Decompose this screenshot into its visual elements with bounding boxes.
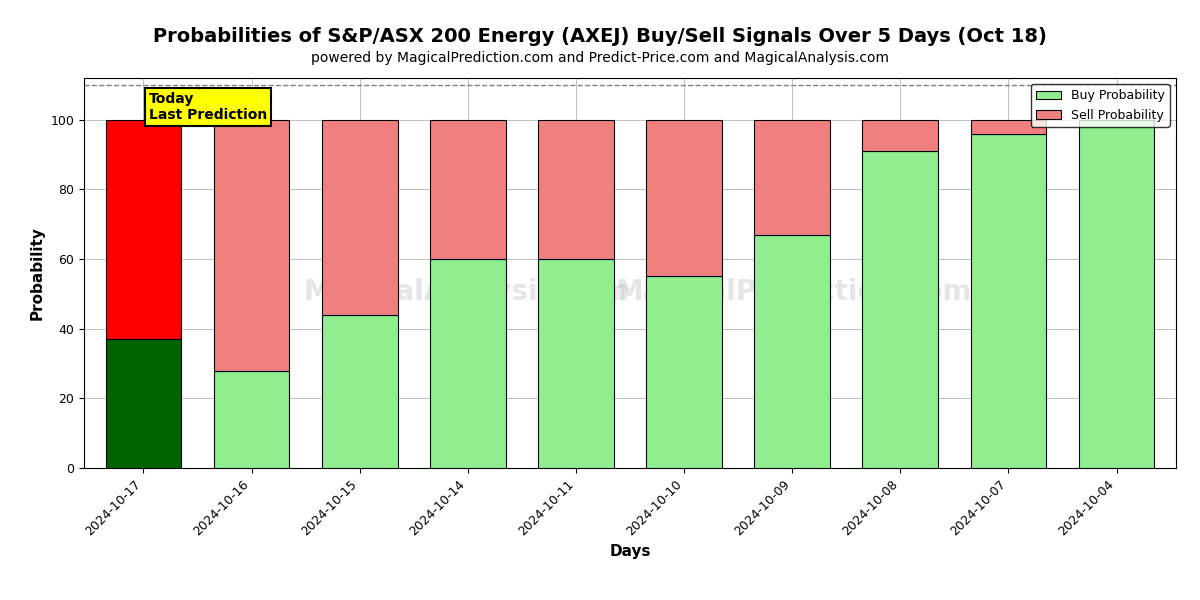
Text: MagicalAnalysis.com: MagicalAnalysis.com xyxy=(304,278,629,307)
Bar xyxy=(971,134,1046,468)
Bar xyxy=(755,235,830,468)
Text: MagicalPrediction.com: MagicalPrediction.com xyxy=(616,278,972,307)
Legend: Buy Probability, Sell Probability: Buy Probability, Sell Probability xyxy=(1031,84,1170,127)
Bar xyxy=(214,120,289,371)
Bar xyxy=(106,339,181,468)
Bar xyxy=(430,259,505,468)
Bar xyxy=(863,120,938,151)
Bar xyxy=(322,315,397,468)
Text: Probabilities of S&P/ASX 200 Energy (AXEJ) Buy/Sell Signals Over 5 Days (Oct 18): Probabilities of S&P/ASX 200 Energy (AXE… xyxy=(154,27,1046,46)
Bar xyxy=(538,120,613,259)
Bar xyxy=(322,120,397,315)
Bar xyxy=(214,371,289,468)
X-axis label: Days: Days xyxy=(610,544,650,559)
Bar xyxy=(106,120,181,339)
Bar xyxy=(430,120,505,259)
Bar xyxy=(863,151,938,468)
Text: Today
Last Prediction: Today Last Prediction xyxy=(149,92,268,122)
Bar xyxy=(755,120,830,235)
Bar xyxy=(971,120,1046,134)
Bar xyxy=(538,259,613,468)
Bar xyxy=(647,120,722,277)
Bar xyxy=(647,277,722,468)
Text: powered by MagicalPrediction.com and Predict-Price.com and MagicalAnalysis.com: powered by MagicalPrediction.com and Pre… xyxy=(311,51,889,65)
Y-axis label: Probability: Probability xyxy=(30,226,44,320)
Bar xyxy=(1079,120,1154,468)
